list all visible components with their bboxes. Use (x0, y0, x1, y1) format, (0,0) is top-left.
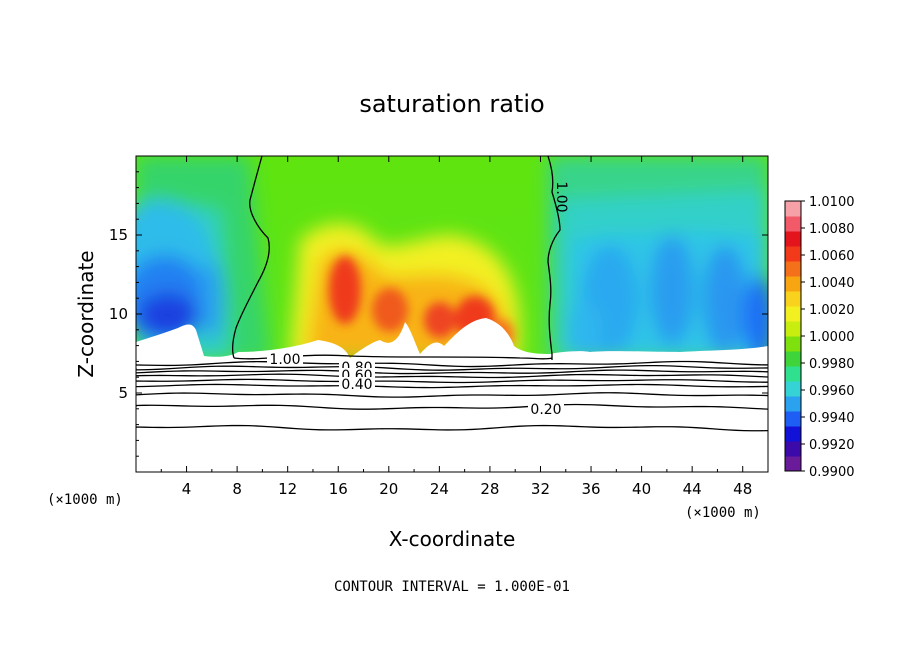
colorbar-label: 0.9960 (809, 384, 855, 399)
colorbar-swatch (785, 231, 801, 247)
contour-level-line (136, 383, 768, 389)
contour-level-line (136, 392, 768, 398)
x-unit-left: (×1000 m) (47, 492, 123, 508)
colorbar-label: 1.0000 (809, 330, 855, 345)
x-tick-label: 36 (581, 480, 600, 498)
contour-level-line (136, 378, 768, 384)
x-tick-label: 44 (683, 480, 702, 498)
colorbar-swatch (785, 366, 801, 382)
colorbar-swatch (785, 261, 801, 277)
contour-level-line (136, 403, 768, 410)
x-tick-label: 12 (278, 480, 297, 498)
contour-interval-note: CONTOUR INTERVAL = 1.000E-01 (334, 579, 570, 595)
colorbar-swatch (785, 216, 801, 232)
saturation-field (136, 156, 768, 472)
colorbar-label: 0.9920 (809, 438, 855, 453)
colorbar-swatch (785, 246, 801, 262)
colorbar-label: 1.0080 (809, 222, 855, 237)
colorbar-swatch (785, 276, 801, 292)
y-axis-title: Z-coordinate (74, 250, 98, 377)
colorbar-swatch (785, 306, 801, 322)
y-tick-label: 15 (109, 226, 128, 244)
contour-1.00-right (547, 156, 561, 360)
y-tick-label: 5 (118, 384, 128, 402)
field-right-region (548, 156, 768, 365)
x-axis-ticks: 4 8 12 16 20 24 28 32 36 40 44 48 (160, 156, 752, 498)
contour-label-bg (528, 402, 564, 416)
x-tick-label: 20 (379, 480, 398, 498)
x-tick-label: 48 (733, 480, 752, 498)
contour-level-line (136, 360, 768, 368)
colorbar-swatch (785, 201, 801, 217)
colorbar-swatch (785, 291, 801, 307)
x-unit-right: (×1000 m) (685, 505, 761, 521)
colorbar-label: 1.0020 (809, 303, 855, 318)
x-tick-label: 40 (632, 480, 651, 498)
colorbar-swatch (785, 321, 801, 337)
contour-1.00-left (232, 156, 270, 359)
x-tick-label: 24 (430, 480, 449, 498)
contour-label-bg (339, 377, 375, 391)
contour-label-rotated: 1.00 (553, 181, 569, 212)
colorbar: 0.9900 0.9920 0.9940 0.9960 0.9980 1.0000 1.00… (784, 195, 855, 480)
contour-label: 1.00 (269, 352, 300, 368)
contour-label: 0.40 (341, 377, 372, 393)
contour-label: 0.20 (530, 402, 561, 418)
colorbar-swatch (785, 351, 801, 367)
contour-label-bg (267, 352, 303, 366)
x-tick-label: 4 (182, 480, 192, 498)
colorbar-swatch (785, 441, 801, 457)
contour-level-line (136, 373, 768, 379)
contour-level-line (136, 364, 768, 371)
x-tick-label: 16 (329, 480, 348, 498)
contour-level-line (136, 369, 768, 375)
y-tick-label: 10 (109, 305, 128, 323)
colorbar-swatch (785, 411, 801, 427)
colorbar-label: 0.9980 (809, 357, 855, 372)
chart-title: saturation ratio (359, 90, 544, 118)
contour-lines: 1.000.800.600.400.201.00 (136, 156, 768, 432)
x-tick-label: 28 (480, 480, 499, 498)
y-axis-ticks: 5 10 15 (109, 171, 768, 457)
x-axis-title: X-coordinate (389, 527, 516, 551)
colorbar-swatch (785, 426, 801, 442)
colorbar-swatch (785, 396, 801, 412)
field-left-region (136, 156, 270, 360)
colorbar-label: 0.9940 (809, 411, 855, 426)
colorbar-swatch (785, 456, 801, 472)
colorbar-label: 1.0100 (809, 195, 855, 210)
contour-level-line (136, 424, 768, 432)
colorbar-label: 1.0060 (809, 249, 855, 264)
x-tick-label: 8 (232, 480, 242, 498)
colorbar-swatch (785, 381, 801, 397)
colorbar-label: 1.0040 (809, 276, 855, 291)
colorbar-swatch (785, 336, 801, 352)
colorbar-label: 0.9900 (809, 465, 855, 480)
x-tick-label: 32 (531, 480, 550, 498)
contour-1.00-ground (233, 354, 553, 360)
